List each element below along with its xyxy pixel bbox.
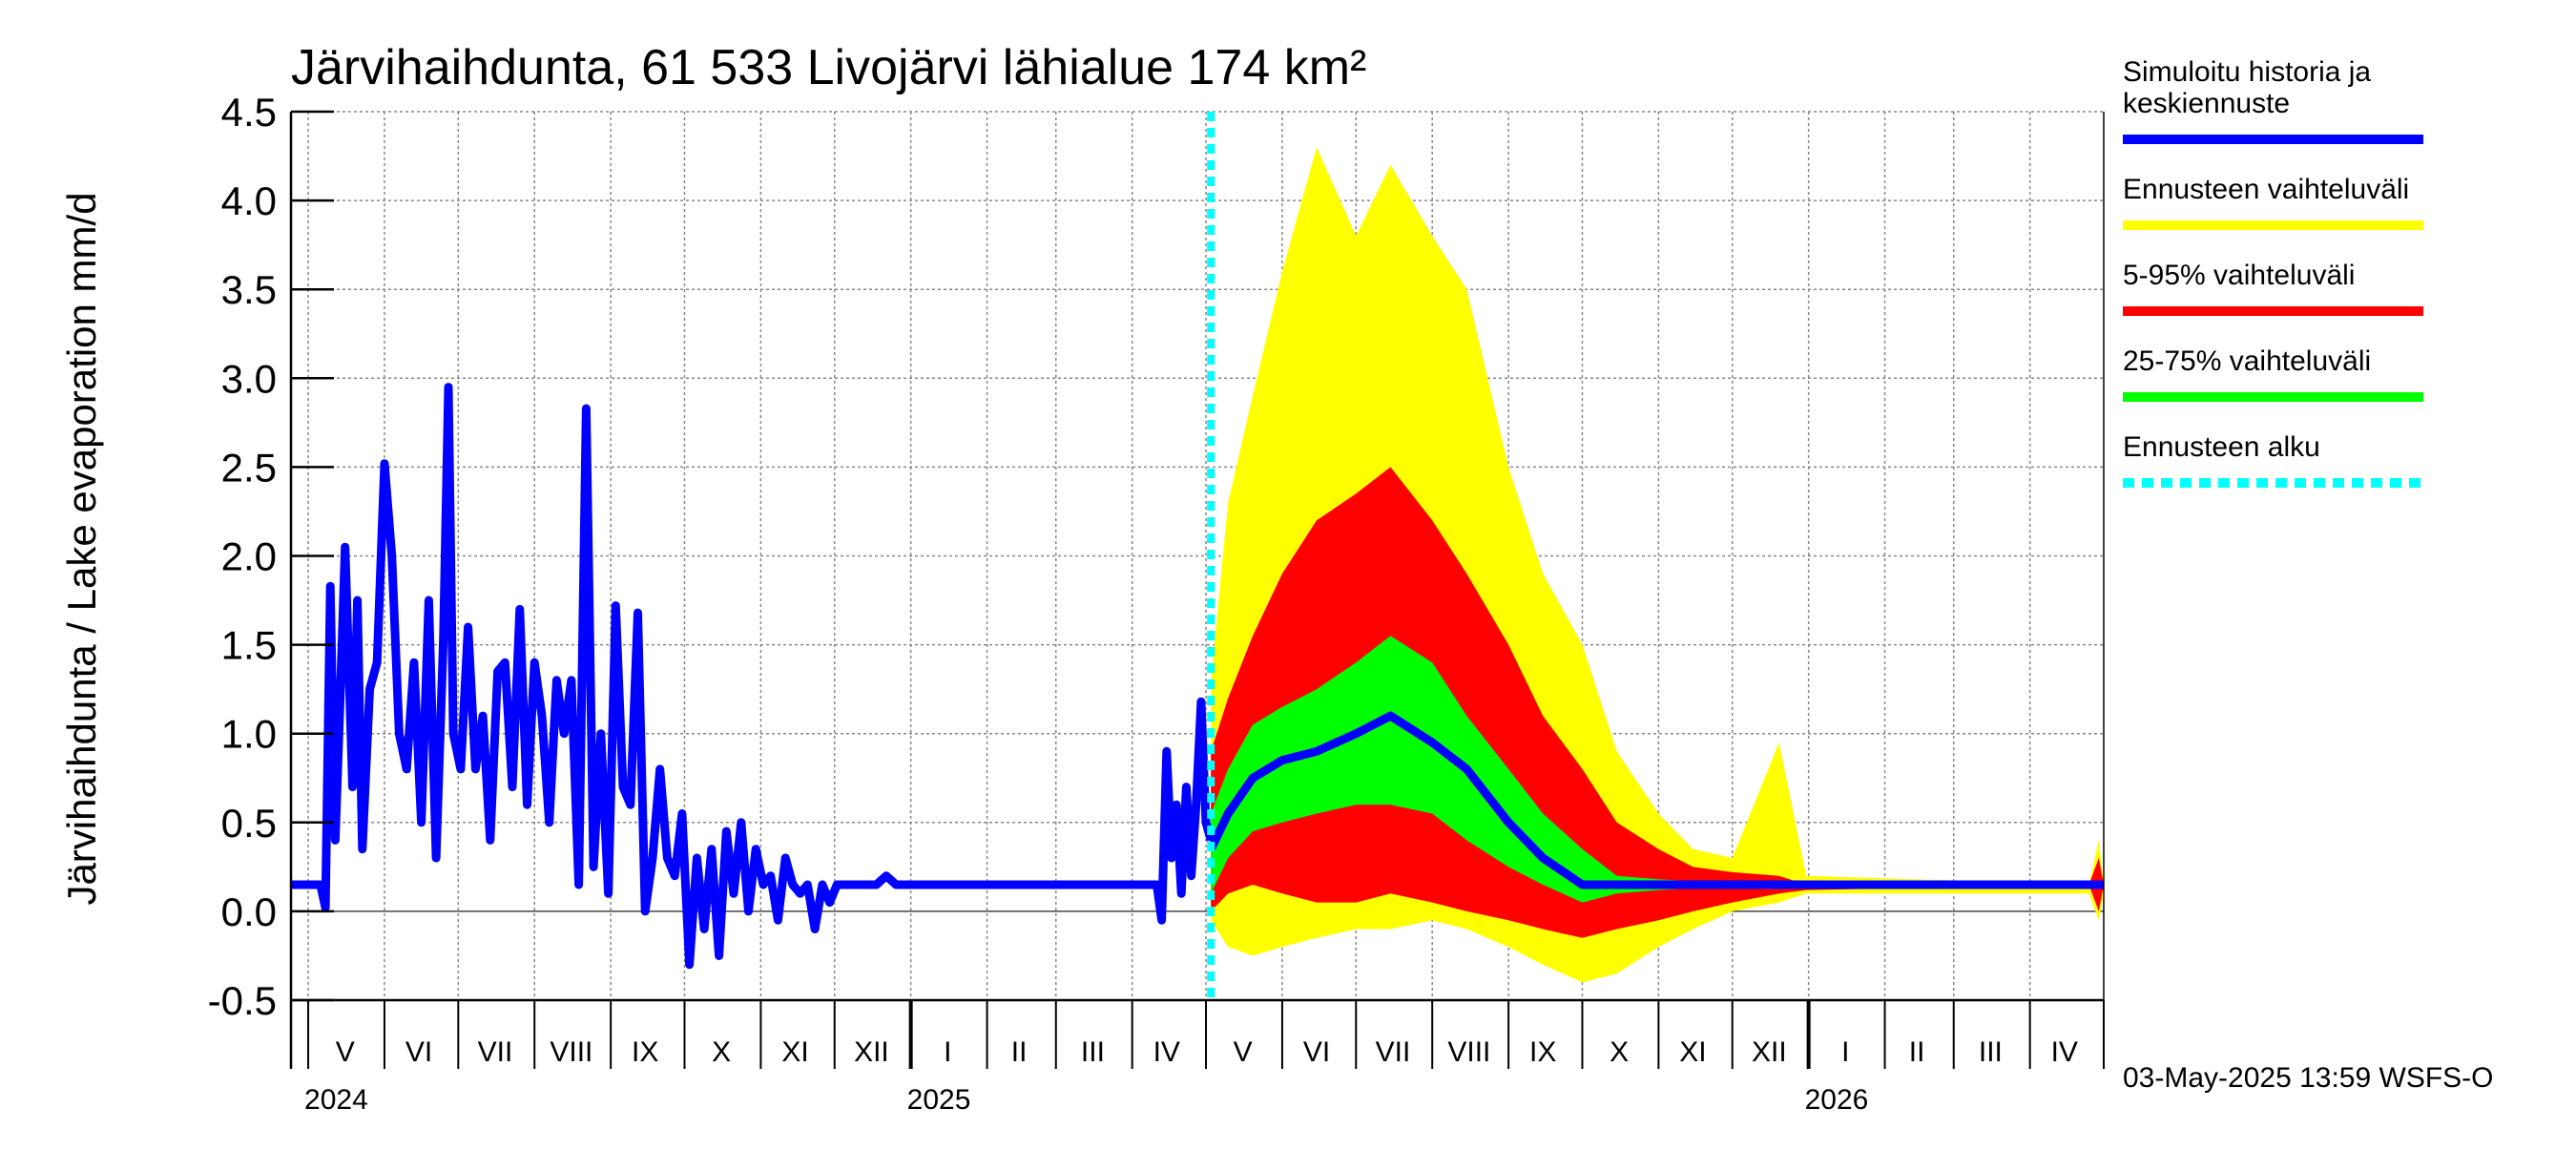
- month-label: II: [1909, 1036, 1925, 1068]
- month-label: II: [1011, 1036, 1028, 1068]
- month-label: VI: [1303, 1036, 1330, 1068]
- median-forecast-line: [1207, 711, 2104, 889]
- legend-label: Ennusteen alku: [2123, 431, 2320, 463]
- month-label: VIII: [1447, 1036, 1490, 1068]
- y-tick-label: 3.0: [221, 356, 277, 401]
- y-tick-label: 4.0: [221, 178, 277, 223]
- band-5-95: [1211, 467, 2104, 938]
- month-label: XII: [1752, 1036, 1787, 1068]
- month-label: VII: [478, 1036, 513, 1068]
- month-label: IX: [632, 1036, 658, 1068]
- month-label: I: [1841, 1036, 1849, 1068]
- month-label: VIII: [550, 1036, 592, 1068]
- legend-label: Ennusteen vaihteluväli: [2123, 174, 2409, 205]
- legend-label: Simuloitu historia ja: [2123, 56, 2371, 88]
- month-label: VI: [405, 1036, 432, 1068]
- month-label: V: [336, 1036, 355, 1068]
- legend-label: 25-75% vaihteluväli: [2123, 345, 2371, 377]
- month-label: X: [712, 1036, 731, 1068]
- month-label: IX: [1529, 1036, 1556, 1068]
- y-tick-label: 1.0: [221, 712, 277, 757]
- y-tick-label: 0.0: [221, 889, 277, 934]
- y-tick-label: 2.0: [221, 534, 277, 579]
- y-tick-label: 4.5: [221, 90, 277, 135]
- plot-area: -0.50.00.51.01.52.02.53.03.54.04.5V VI VII…: [208, 90, 2105, 1116]
- y-tick-label: 2.5: [221, 445, 277, 490]
- year-label: 2026: [1805, 1084, 1869, 1116]
- history-line: [291, 383, 1215, 970]
- y-tick-label: -0.5: [208, 978, 277, 1023]
- chart-title: Järvihaihdunta, 61 533 Livojärvi lähialu…: [291, 40, 1366, 95]
- month-label: III: [1979, 1036, 2003, 1068]
- month-label: IV: [1153, 1036, 1180, 1068]
- month-label: IV: [2051, 1036, 2078, 1068]
- footer-timestamp: 03-May-2025 13:59 WSFS-O: [2123, 1062, 2494, 1094]
- month-label: III: [1081, 1036, 1105, 1068]
- month-label: VII: [1376, 1036, 1411, 1068]
- month-label: I: [944, 1036, 951, 1068]
- year-label: 2024: [304, 1084, 368, 1116]
- y-axis-label: Järvihaihdunta / Lake evaporation mm/d: [59, 192, 104, 905]
- band-25-75: [1211, 636, 2104, 903]
- y-tick-label: 1.5: [221, 623, 277, 668]
- month-label: X: [1610, 1036, 1629, 1068]
- month-label: V: [1234, 1036, 1253, 1068]
- y-tick-label: 3.5: [221, 267, 277, 312]
- month-label: XII: [854, 1036, 889, 1068]
- y-tick-label: 0.5: [221, 801, 277, 846]
- month-label: XI: [1679, 1036, 1706, 1068]
- legend-label: 5-95% vaihteluväli: [2123, 260, 2355, 291]
- year-label: 2025: [907, 1084, 971, 1116]
- legend-label: keskiennuste: [2123, 88, 2290, 119]
- month-label: XI: [781, 1036, 808, 1068]
